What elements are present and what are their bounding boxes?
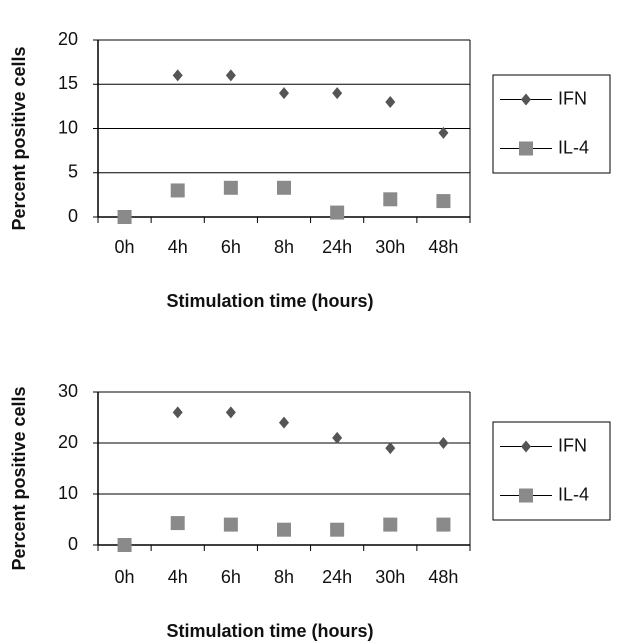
y-tick-label: 20 bbox=[58, 432, 78, 452]
data-point bbox=[223, 180, 238, 195]
y-tick-label: 30 bbox=[58, 381, 78, 401]
x-tick-label: 30h bbox=[375, 237, 405, 257]
x-tick-label: 4h bbox=[168, 567, 188, 587]
data-point bbox=[332, 87, 343, 100]
data-point bbox=[172, 69, 183, 82]
data-point bbox=[332, 431, 343, 444]
y-tick-label: 0 bbox=[68, 534, 78, 554]
data-point bbox=[117, 538, 132, 552]
x-tick-label: 30h bbox=[375, 567, 405, 587]
y-tick-label: 10 bbox=[58, 483, 78, 503]
y-tick-label: 15 bbox=[58, 73, 78, 93]
data-point bbox=[438, 126, 449, 139]
x-tick-label: 4h bbox=[168, 237, 188, 257]
x-tick-label: 48h bbox=[428, 567, 458, 587]
data-point bbox=[225, 406, 236, 419]
data-point bbox=[385, 442, 396, 455]
data-point bbox=[277, 522, 291, 537]
x-tick-label: 8h bbox=[274, 567, 294, 587]
data-point bbox=[225, 69, 236, 82]
data-point bbox=[172, 406, 183, 419]
x-axis-title: Stimulation time (hours) bbox=[167, 291, 374, 311]
data-point bbox=[385, 95, 396, 108]
y-tick-label: 5 bbox=[68, 162, 78, 182]
x-tick-label: 24h bbox=[322, 237, 352, 257]
y-axis-title: Percent positive cells bbox=[9, 46, 29, 230]
data-point bbox=[170, 183, 185, 198]
legend-label: IFN bbox=[558, 88, 587, 108]
legend-marker bbox=[519, 488, 533, 503]
data-point bbox=[223, 517, 238, 532]
x-tick-label: 24h bbox=[322, 567, 352, 587]
legend-marker bbox=[521, 93, 531, 106]
x-tick-label: 8h bbox=[274, 237, 294, 257]
data-point bbox=[436, 194, 451, 209]
data-point bbox=[438, 437, 449, 449]
data-point bbox=[170, 516, 185, 531]
legend-marker bbox=[519, 141, 533, 156]
x-tick-label: 0h bbox=[115, 237, 135, 257]
legend-marker bbox=[521, 440, 531, 453]
legend-box bbox=[492, 421, 611, 521]
legend-label: IL-4 bbox=[558, 137, 589, 157]
legend-label: IFN bbox=[558, 435, 587, 455]
x-axis-title: Stimulation time (hours) bbox=[167, 621, 374, 641]
data-point bbox=[277, 180, 291, 195]
data-point bbox=[279, 87, 289, 100]
legend-box bbox=[492, 74, 611, 174]
x-tick-label: 0h bbox=[115, 567, 135, 587]
x-tick-label: 48h bbox=[428, 237, 458, 257]
x-tick-label: 6h bbox=[221, 567, 241, 587]
data-point bbox=[330, 522, 345, 537]
data-point bbox=[383, 517, 398, 532]
data-point bbox=[279, 416, 289, 429]
data-point bbox=[436, 517, 451, 532]
y-tick-label: 0 bbox=[68, 206, 78, 226]
y-tick-label: 20 bbox=[58, 29, 78, 49]
data-point bbox=[117, 210, 132, 224]
y-tick-label: 10 bbox=[58, 117, 78, 137]
data-point bbox=[383, 192, 398, 207]
data-point bbox=[330, 205, 345, 220]
y-axis-title: Percent positive cells bbox=[9, 386, 29, 570]
legend-label: IL-4 bbox=[558, 484, 589, 504]
x-tick-label: 6h bbox=[221, 237, 241, 257]
